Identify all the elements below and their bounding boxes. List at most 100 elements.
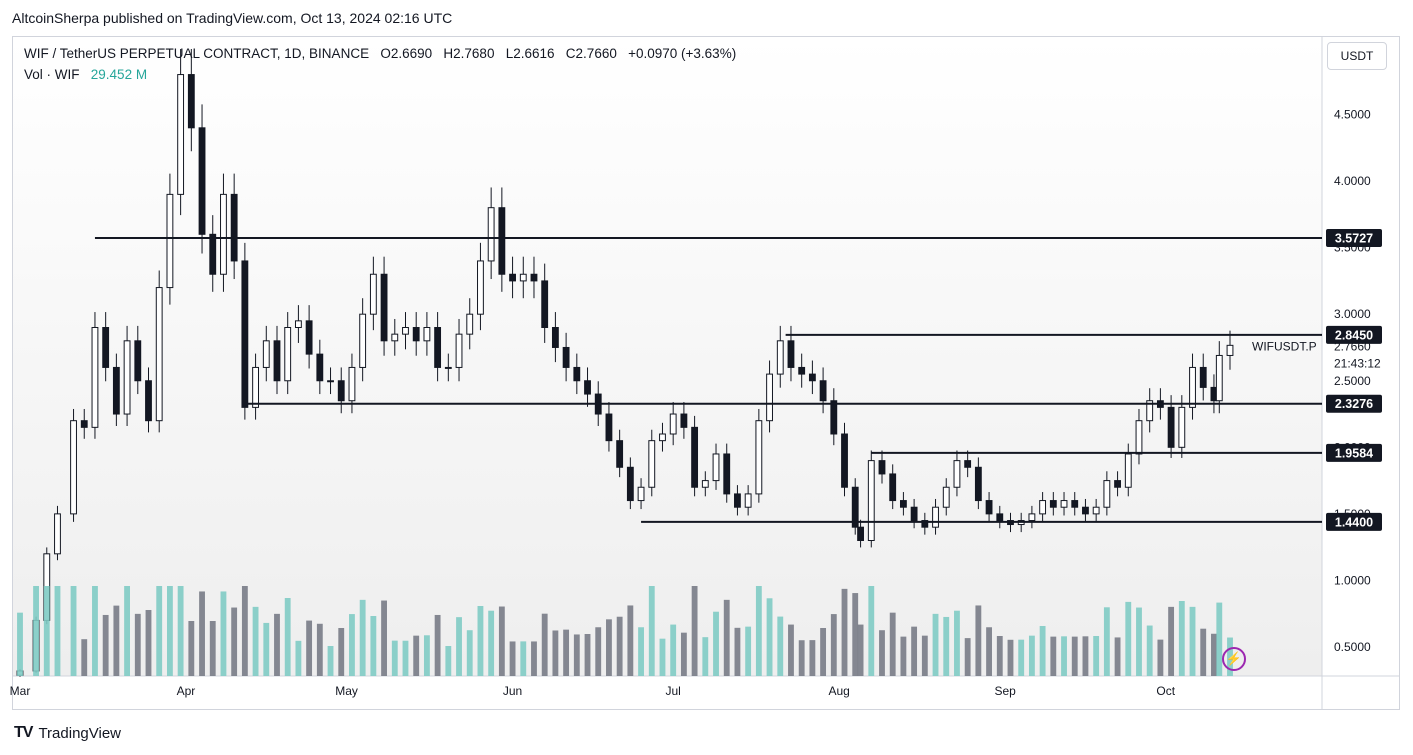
volume-bar-14 bbox=[177, 586, 184, 676]
volume-bar-13 bbox=[166, 586, 173, 676]
currency-button[interactable]: USDT bbox=[1327, 42, 1387, 70]
candle-body-46 bbox=[519, 273, 527, 282]
volume-bar-63 bbox=[702, 637, 709, 676]
volume-bar-39 bbox=[445, 646, 452, 676]
volume-bar-94 bbox=[1028, 635, 1035, 676]
volume-bar-34 bbox=[391, 640, 398, 676]
volume-bar-91 bbox=[996, 636, 1003, 676]
candle-body-45 bbox=[509, 273, 516, 282]
volume-bar-75 bbox=[830, 614, 837, 676]
candle-body-104 bbox=[1135, 420, 1143, 455]
candle-body-39 bbox=[444, 366, 452, 369]
candle-body-113 bbox=[1226, 344, 1234, 356]
candle-body-102 bbox=[1114, 480, 1121, 488]
candle-body-12 bbox=[155, 287, 163, 422]
plot-area bbox=[13, 37, 1322, 676]
volume-bar-78 bbox=[857, 624, 864, 676]
volume-bar-4 bbox=[70, 586, 77, 676]
candle-body-84 bbox=[921, 520, 929, 528]
candle-body-76 bbox=[841, 433, 848, 488]
volume-bar-58 bbox=[648, 586, 655, 676]
volume-bar-62 bbox=[691, 586, 698, 676]
candle-body-37 bbox=[423, 327, 431, 342]
volume-bar-18 bbox=[220, 591, 227, 676]
volume-bar-85 bbox=[932, 613, 939, 676]
volume-bar-10 bbox=[134, 613, 141, 676]
volume-label[interactable]: Vol · WIF bbox=[24, 67, 80, 82]
volume-bar-86 bbox=[943, 616, 950, 676]
x-tick-label-4: Jul bbox=[666, 684, 681, 698]
volume-bar-37 bbox=[423, 635, 430, 676]
volume-bar-56 bbox=[627, 605, 634, 676]
x-tick-label-6: Sep bbox=[994, 684, 1016, 698]
volume-bar-92 bbox=[1007, 639, 1014, 676]
volume-bar-61 bbox=[680, 632, 687, 676]
volume-bar-28 bbox=[327, 646, 334, 676]
volume-bar-1 bbox=[33, 586, 39, 676]
volume-bar-42 bbox=[477, 606, 484, 676]
volume-bar-102 bbox=[1114, 637, 1121, 676]
candle-body-98 bbox=[1071, 500, 1079, 508]
level-tag-1 bbox=[1326, 325, 1382, 344]
candle-body-67 bbox=[744, 493, 752, 508]
candle-body-110 bbox=[1199, 366, 1207, 388]
candle-body-13 bbox=[166, 193, 174, 289]
volume-bar-65 bbox=[723, 599, 730, 676]
volume-bar-2 bbox=[43, 586, 50, 676]
candle-body-71 bbox=[787, 340, 795, 368]
volume-bar-95 bbox=[1039, 626, 1046, 676]
candle-body-49 bbox=[551, 327, 559, 348]
y-tick-label-7: 4.0000 bbox=[1334, 174, 1371, 188]
candle-body-4 bbox=[70, 420, 77, 515]
candle-body-68 bbox=[755, 420, 763, 495]
volume-bar-97 bbox=[1061, 636, 1067, 676]
lightning-icon[interactable]: ⚡ bbox=[1222, 647, 1246, 671]
candle-body-66 bbox=[734, 493, 741, 508]
candle-body-109 bbox=[1189, 366, 1196, 408]
volume-bar-66 bbox=[734, 627, 741, 676]
volume-bar-49 bbox=[552, 630, 559, 676]
candle-body-15 bbox=[187, 74, 195, 129]
candle-body-31 bbox=[359, 313, 367, 368]
candle-body-38 bbox=[434, 327, 442, 368]
candle-body-107 bbox=[1167, 406, 1175, 448]
candle-body-85 bbox=[932, 506, 939, 528]
candle-body-14 bbox=[177, 74, 185, 195]
candle-body-17 bbox=[209, 233, 217, 275]
volume-bar-17 bbox=[209, 621, 216, 676]
volume-bar-88 bbox=[964, 638, 971, 676]
candle-body-77 bbox=[851, 486, 859, 528]
volume-bar-98 bbox=[1071, 636, 1078, 676]
volume-bar-81 bbox=[889, 612, 896, 676]
y-tick-label-0: 0.5000 bbox=[1334, 640, 1371, 654]
volume-bar-82 bbox=[900, 636, 907, 676]
volume-value: 29.452 M bbox=[90, 67, 148, 82]
symbol-title[interactable]: WIF / TetherUS PERPETUAL CONTRACT, 1D, B… bbox=[24, 46, 370, 61]
candle-body-101 bbox=[1103, 480, 1111, 508]
ohlc-close: C2.7660 bbox=[565, 46, 617, 61]
candle-body-79 bbox=[867, 460, 875, 541]
level-label-0: 3.5727 bbox=[1335, 231, 1373, 245]
candle-body-78 bbox=[857, 526, 864, 541]
volume-bar-101 bbox=[1103, 607, 1110, 676]
volume-bar-23 bbox=[274, 613, 280, 676]
level-tag-4 bbox=[1326, 512, 1382, 531]
volume-bar-76 bbox=[841, 588, 848, 676]
volume-bar-108 bbox=[1178, 601, 1185, 676]
candle-body-24 bbox=[284, 327, 292, 382]
y-tick-label-1: 1.0000 bbox=[1334, 573, 1371, 587]
volume-bar-31 bbox=[359, 599, 366, 676]
volume-bar-90 bbox=[986, 627, 992, 676]
volume-bar-55 bbox=[616, 616, 623, 676]
volume-bar-33 bbox=[381, 600, 387, 676]
y-tick-label-5: 3.0000 bbox=[1334, 307, 1371, 321]
candle-body-7 bbox=[102, 327, 110, 368]
volume-bar-0 bbox=[17, 612, 23, 676]
volume-bar-25 bbox=[295, 640, 302, 676]
volume-bar-64 bbox=[713, 611, 719, 676]
candle-body-65 bbox=[723, 453, 731, 495]
candle-body-97 bbox=[1060, 500, 1068, 508]
volume-bar-111 bbox=[1211, 633, 1217, 676]
volume-bar-57 bbox=[638, 627, 644, 676]
